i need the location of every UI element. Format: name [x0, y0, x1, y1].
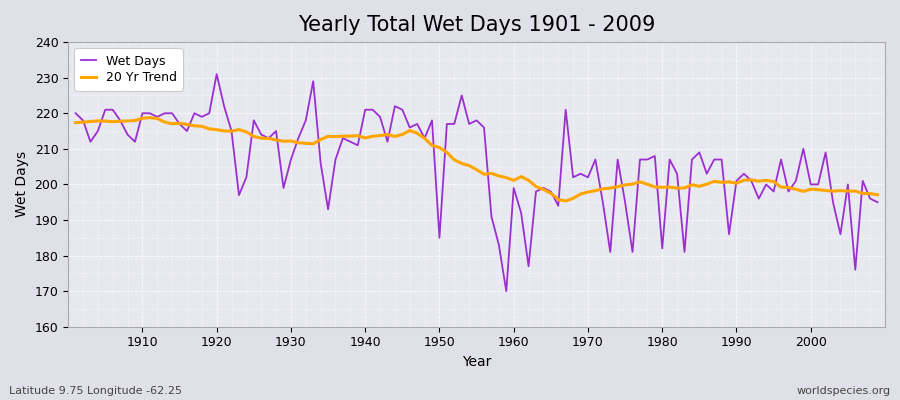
Text: worldspecies.org: worldspecies.org — [796, 386, 891, 396]
20 Yr Trend — [516, 174, 526, 179]
20 Yr Trend — [144, 115, 155, 120]
X-axis label: Year: Year — [462, 355, 491, 369]
20 Yr Trend — [301, 141, 311, 146]
Wet Days — [212, 72, 222, 76]
20 Yr Trend — [872, 192, 883, 197]
Wet Days — [301, 118, 311, 123]
Wet Days — [523, 264, 534, 269]
Wet Days — [501, 289, 512, 294]
Line: 20 Yr Trend: 20 Yr Trend — [76, 118, 878, 201]
Wet Days — [872, 200, 883, 205]
Wet Days — [612, 157, 623, 162]
Y-axis label: Wet Days: Wet Days — [15, 151, 29, 218]
Title: Yearly Total Wet Days 1901 - 2009: Yearly Total Wet Days 1901 - 2009 — [298, 15, 655, 35]
20 Yr Trend — [345, 134, 356, 138]
Wet Days — [70, 111, 81, 116]
Line: Wet Days: Wet Days — [76, 74, 878, 291]
Wet Days — [130, 139, 140, 144]
20 Yr Trend — [130, 118, 140, 123]
Wet Days — [345, 139, 356, 144]
Legend: Wet Days, 20 Yr Trend: Wet Days, 20 Yr Trend — [75, 48, 183, 91]
20 Yr Trend — [561, 199, 572, 204]
20 Yr Trend — [612, 184, 623, 189]
20 Yr Trend — [508, 178, 519, 183]
Wet Days — [516, 210, 526, 215]
20 Yr Trend — [70, 120, 81, 125]
Text: Latitude 9.75 Longitude -62.25: Latitude 9.75 Longitude -62.25 — [9, 386, 182, 396]
